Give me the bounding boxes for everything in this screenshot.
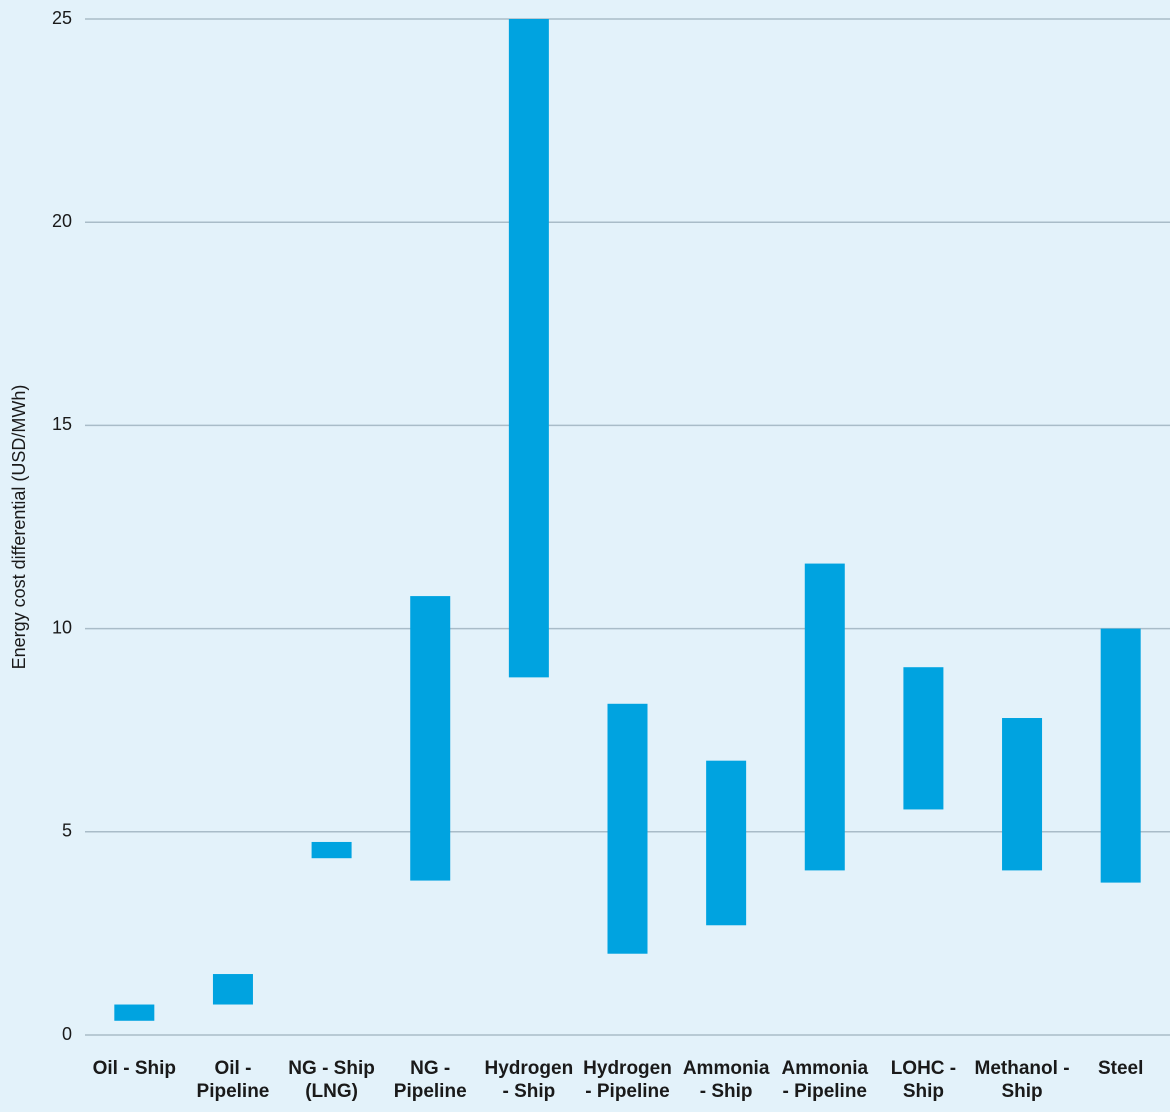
bar: [1100, 628, 1141, 883]
x-tick-label: NG - Ship (LNG): [288, 1058, 375, 1102]
x-tick-label: NG - Pipeline: [393, 1058, 467, 1102]
x-tick-label: Oil - Pipeline: [196, 1058, 270, 1102]
bar: [114, 1004, 155, 1021]
y-axis-label: Energy cost differential (USD/MWh): [9, 385, 29, 670]
x-tick-label: Hydrogen - Ship: [484, 1058, 574, 1102]
bar: [804, 563, 845, 871]
bar: [311, 841, 352, 859]
bar: [508, 19, 549, 678]
x-tick-label: Oil - Ship: [92, 1058, 176, 1079]
y-tick-label: 15: [52, 414, 72, 434]
x-tick-label: Ammonia - Pipeline: [781, 1058, 869, 1102]
x-tick-label: LOHC - Ship: [890, 1058, 957, 1102]
bar: [410, 596, 451, 881]
y-tick-label: 20: [52, 211, 72, 231]
bar: [607, 703, 648, 954]
bar: [1002, 718, 1043, 871]
x-tick-label: Steel: [1097, 1058, 1144, 1079]
x-tick-label: Ammonia - Ship: [682, 1058, 770, 1102]
y-tick-label: 0: [62, 1024, 72, 1044]
bar: [212, 974, 253, 1005]
bar: [706, 760, 747, 926]
y-tick-label: 10: [52, 617, 72, 637]
bar: [903, 667, 944, 810]
y-tick-label: 5: [62, 821, 72, 841]
x-tick-label: Hydrogen - Pipeline: [583, 1058, 672, 1102]
y-tick-label: 25: [52, 8, 72, 28]
x-tick-label: Methanol - Ship: [974, 1058, 1070, 1102]
